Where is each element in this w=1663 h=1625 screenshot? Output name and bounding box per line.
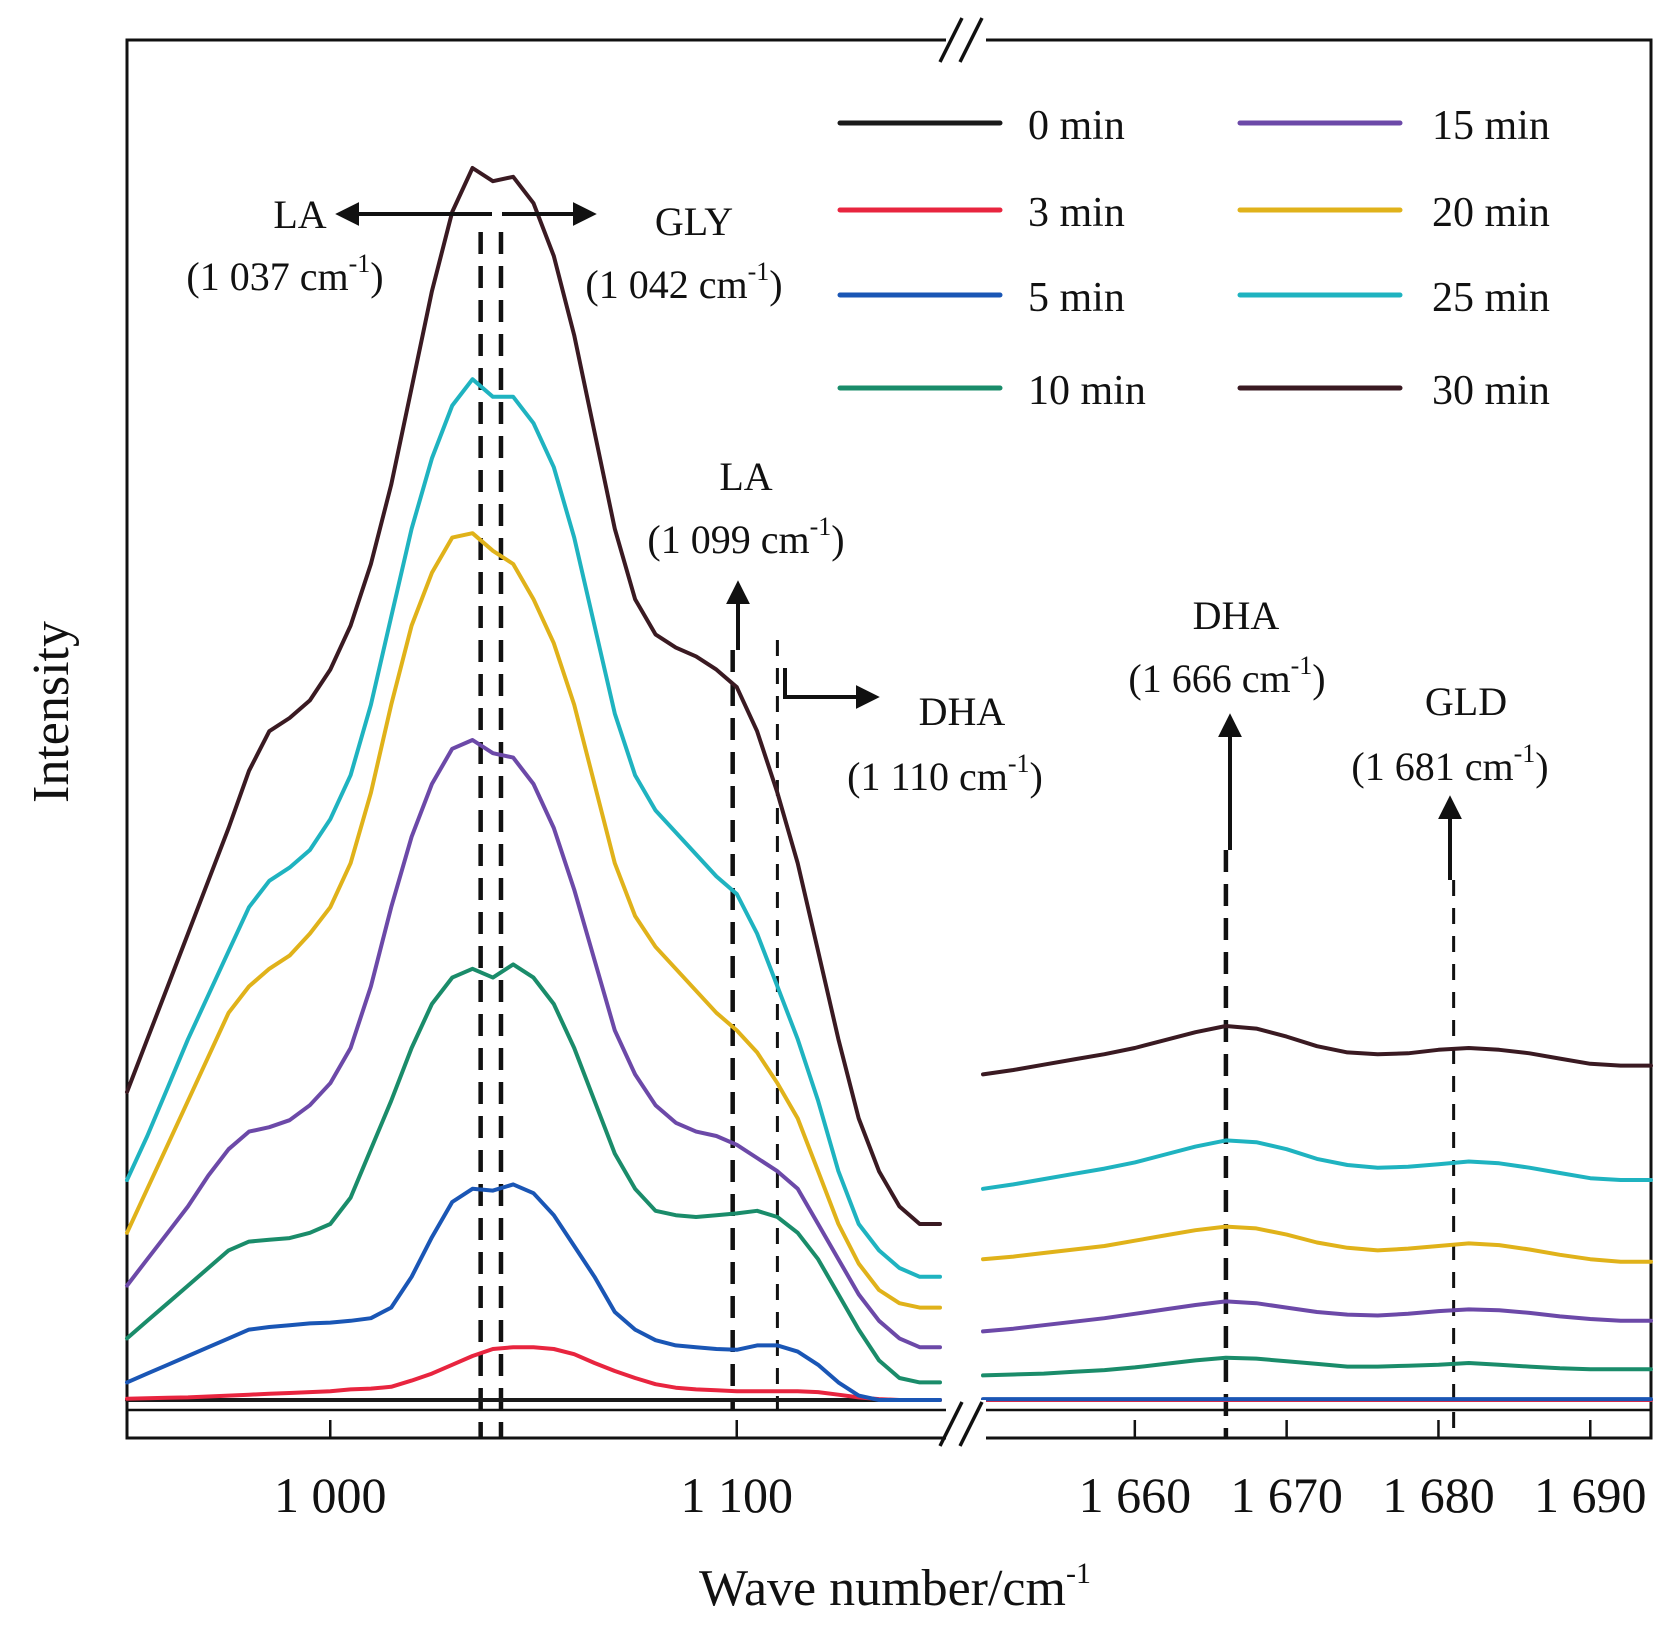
legend-label-15-min: 15 min (1432, 103, 1550, 149)
y-axis-title: Intensity (23, 621, 80, 803)
axis-break-mark-bottom-2 (958, 1401, 984, 1447)
series-line-10-min-high (981, 1355, 1653, 1378)
annotation-gld-1681: GLD (1 681 cm-1) (1351, 679, 1548, 789)
annotation-label: DHA (1193, 593, 1280, 638)
annotation-wavenumber: (1 110 cm-1) (847, 749, 1043, 799)
series-group (125, 166, 1653, 1402)
annotation-label: LA (719, 454, 772, 499)
series-20-min (125, 531, 1653, 1310)
legend-item-25-min: 25 min (1237, 275, 1550, 321)
x-tick-label-1100: 1 100 (681, 1467, 794, 1523)
annotation-label: GLD (1425, 679, 1507, 724)
series-line-10-min-low (125, 962, 942, 1385)
series-10-min (125, 962, 1653, 1385)
legend-label-0-min: 0 min (1028, 103, 1125, 149)
axis-break-mark-top-1 (938, 17, 964, 63)
series-line-25-min-high (981, 1138, 1653, 1191)
series-line-20-min-low (125, 531, 942, 1310)
series-line-25-min-low (125, 377, 942, 1279)
axis-break-mark-bottom-1 (938, 1401, 964, 1447)
legend-label-3-min: 3 min (1028, 190, 1125, 236)
legend-item-5-min: 5 min (837, 275, 1125, 321)
annotation-wavenumber: (1 099 cm-1) (647, 512, 844, 562)
annotation-dha-1110: DHA (1 110 cm-1) (847, 689, 1043, 799)
legend: 0 min 3 min 5 min 10 min 15 min 20 min 25 min 3… (837, 103, 1550, 414)
annotation-dha-1666: DHA (1 666 cm-1) (1128, 593, 1325, 701)
legend-item-3-min: 3 min (837, 190, 1125, 236)
series-line-30-min-high (981, 1024, 1653, 1077)
plot-frame (125, 38, 1653, 1440)
x-tick-label-1000: 1 000 (274, 1467, 387, 1523)
peak-guides (478, 232, 1456, 1438)
legend-item-30-min: 30 min (1237, 368, 1550, 414)
annotation-gly-1042: GLY (1 042 cm-1) (585, 199, 782, 307)
annotation-wavenumber: (1 681 cm-1) (1351, 739, 1548, 789)
series-line-20-min-high (981, 1224, 1653, 1264)
annotation-wavenumber: (1 666 cm-1) (1128, 651, 1325, 701)
annotation-wavenumber: (1 042 cm-1) (585, 257, 782, 307)
annotation-label: GLY (655, 199, 733, 244)
legend-item-20-min: 20 min (1237, 190, 1550, 236)
axis-break-mark-top-2 (958, 17, 984, 63)
arrow-dha-1110-bent (783, 668, 880, 709)
x-tick-label-1680: 1 680 (1382, 1467, 1495, 1523)
series-30-min (125, 166, 1653, 1226)
annotation-label: DHA (919, 689, 1006, 734)
series-line-3-min-low (125, 1345, 942, 1402)
legend-item-10-min: 10 min (837, 368, 1146, 414)
legend-label-20-min: 20 min (1432, 190, 1550, 236)
legend-label-10-min: 10 min (1028, 368, 1146, 414)
annotation-la-1099: LA (1 099 cm-1) (647, 454, 844, 562)
annotation-la-1037: LA (1 037 cm-1) (186, 192, 383, 299)
series-line-5-min-low (125, 1182, 942, 1402)
legend-item-0-min: 0 min (837, 103, 1125, 149)
legend-item-15-min: 15 min (1237, 103, 1550, 149)
x-axis-title: Wave number/cm-1 (699, 1557, 1091, 1617)
legend-label-5-min: 5 min (1028, 275, 1125, 321)
legend-label-30-min: 30 min (1432, 368, 1550, 414)
annotation-label: LA (273, 192, 326, 237)
annotation-wavenumber: (1 037 cm-1) (186, 249, 383, 299)
legend-label-25-min: 25 min (1432, 275, 1550, 321)
x-tick-label-1660: 1 660 (1079, 1467, 1192, 1523)
series-line-30-min-low (125, 166, 942, 1226)
x-tick-label-1690: 1 690 (1534, 1467, 1647, 1523)
series-5-min (125, 1182, 1653, 1402)
series-3-min (125, 1345, 1653, 1402)
series-line-15-min-high (981, 1299, 1653, 1334)
x-ticks: 1 000 1 100 1 660 1 670 1 680 1 690 (274, 1420, 1647, 1523)
series-25-min (125, 377, 1653, 1279)
series-15-min (125, 738, 1653, 1350)
series-line-15-min-low (125, 738, 942, 1350)
x-tick-label-1670: 1 670 (1230, 1467, 1343, 1523)
